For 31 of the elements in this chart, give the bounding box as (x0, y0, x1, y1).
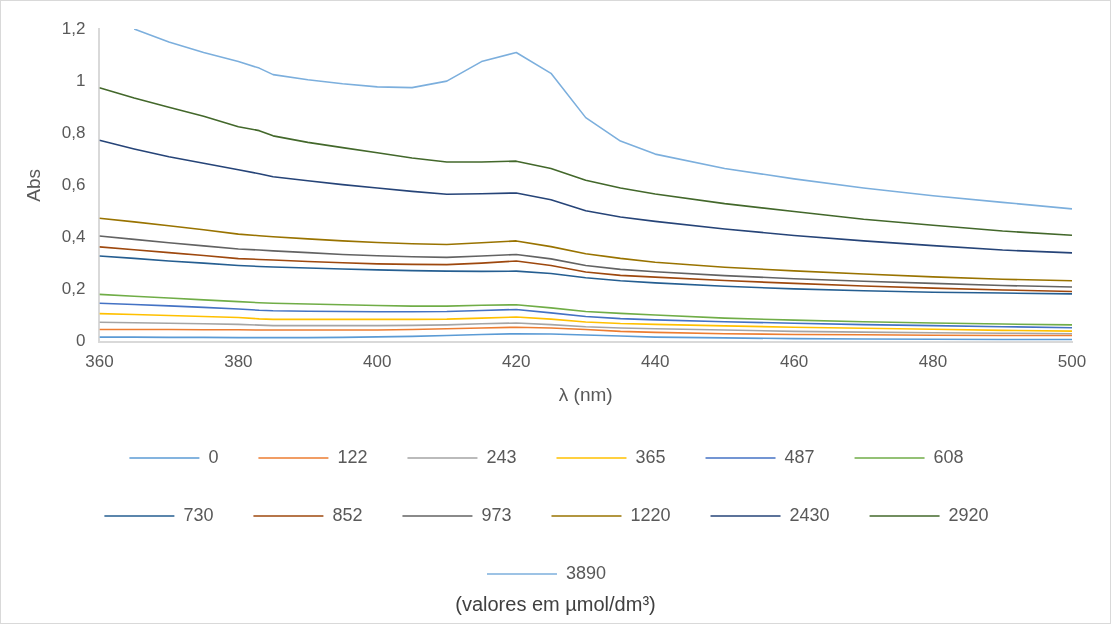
y-tick-label: 0,4 (61, 227, 86, 247)
legend-label: 730 (183, 504, 214, 525)
x-tick-label: 440 (641, 351, 670, 371)
legend-label: 487 (784, 446, 815, 467)
y-tick-label: 0,8 (61, 122, 86, 142)
legend-label: 852 (332, 504, 363, 525)
legend-label: 608 (933, 446, 964, 467)
legend-label: 2430 (789, 504, 830, 525)
x-tick-label: 400 (363, 351, 392, 371)
x-tick-label: 480 (918, 351, 948, 371)
legend-label: 2920 (948, 504, 989, 525)
text: (valores em µmol/dm³) (454, 593, 657, 616)
legend-label: 3890 (565, 562, 607, 583)
legend-label: 243 (486, 446, 517, 467)
x-tick-label: 360 (85, 351, 114, 371)
legend-label: 365 (635, 446, 666, 467)
x-tick-label: 380 (224, 351, 253, 371)
y-tick-label: 1 (75, 70, 86, 90)
legend-label: 0 (208, 446, 219, 467)
legend-label: 122 (337, 446, 368, 467)
x-axis-title: λ (nm) (558, 383, 613, 405)
y-tick-label: 0 (75, 331, 86, 351)
y-tick-label: 0,2 (61, 279, 86, 299)
y-axis-title: Abs (22, 169, 44, 202)
legend-label: 1220 (630, 504, 671, 525)
x-tick-label: 460 (779, 351, 809, 371)
y-tick-label: 1,2 (61, 18, 86, 38)
x-tick-label: 500 (1057, 351, 1087, 371)
y-tick-label: 0,6 (61, 175, 86, 195)
legend-label: 973 (481, 504, 512, 525)
x-tick-label: 420 (502, 351, 531, 371)
